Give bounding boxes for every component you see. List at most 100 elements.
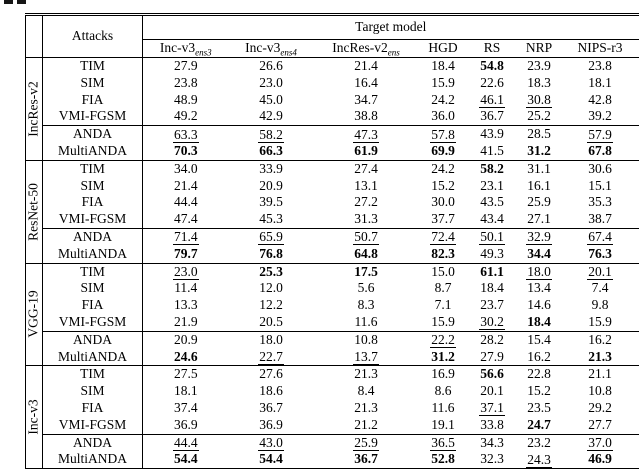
- result-cell: 12.2: [229, 297, 314, 314]
- result-value: 28.2: [480, 331, 504, 347]
- result-value: 24.7: [527, 416, 551, 432]
- result-cell: 21.4: [314, 58, 419, 75]
- table-row: SIM 11.4 12.0 5.6 8.7 18.4 13.4 7.4: [26, 280, 639, 298]
- result-value: 47.3: [353, 126, 379, 143]
- column-subscript: ens4: [280, 47, 297, 58]
- table-row: MultiANDA 24.6 22.7 13.7 31.2 27.9 16.2 21.3: [26, 348, 639, 367]
- result-cell: 22.8: [517, 366, 562, 383]
- result-cell: 22.6: [468, 75, 517, 92]
- result-cell: 24.7: [516, 416, 562, 435]
- result-value: 38.8: [354, 108, 378, 124]
- attack-name: FIA: [42, 399, 143, 417]
- result-cell: 21.2: [313, 416, 419, 435]
- result-cell: 25.9: [314, 434, 419, 451]
- result-value: 16.2: [588, 331, 612, 347]
- result-value: 44.4: [173, 194, 198, 210]
- result-cell: 37.4: [143, 400, 229, 417]
- result-cell: 37.1: [468, 400, 517, 417]
- result-cell: 24.2: [419, 92, 468, 109]
- result-value: 37.7: [431, 211, 455, 227]
- result-cell: 15.9: [418, 313, 468, 332]
- result-value: 69.9: [431, 142, 455, 158]
- result-value: 79.7: [173, 245, 198, 261]
- result-value: 49.3: [480, 245, 504, 261]
- result-cell: 54.4: [143, 451, 229, 469]
- result-value: 15.2: [527, 383, 551, 399]
- result-cell: 18.1: [562, 75, 639, 92]
- result-cell: 39.5: [229, 194, 314, 211]
- result-value: 28.5: [527, 126, 551, 142]
- result-cell: 34.3: [468, 434, 517, 451]
- result-cell: 30.6: [562, 160, 639, 177]
- table-row: ResNet-50 TIM 34.0 33.9 27.4 24.2 58.2 31.1 30.6: [25, 160, 639, 264]
- result-value: 43.0: [258, 434, 284, 451]
- result-value: 27.2: [354, 194, 378, 210]
- result-cell: 50.7: [314, 228, 419, 246]
- attack-name: SIM: [42, 177, 143, 195]
- result-value: 23.0: [172, 263, 199, 281]
- result-value: 21.3: [588, 348, 612, 364]
- result-cell: 21.4: [143, 178, 229, 195]
- attack-name: FIA: [42, 194, 143, 212]
- result-cell: 7.1: [419, 297, 468, 314]
- result-cell: 36.9: [142, 416, 229, 435]
- result-value: 32.3: [480, 451, 504, 467]
- attack-name: VMI-FGSM: [42, 416, 143, 435]
- result-cell: 9.8: [562, 297, 639, 314]
- result-cell: 63.3: [143, 126, 229, 143]
- result-value: 39.2: [588, 108, 612, 124]
- result-cell: 16.2: [562, 331, 639, 348]
- result-cell: 39.2: [561, 108, 639, 127]
- result-cell: 34.4: [516, 245, 562, 264]
- result-cell: 25.2: [516, 108, 562, 127]
- result-cell: 47.4: [142, 211, 229, 229]
- result-value: 45.0: [259, 91, 283, 107]
- model-group-cell: ResNet-50: [25, 160, 43, 264]
- result-value: 43.5: [480, 194, 504, 210]
- table-row: MultiANDA 54.4 54.4 36.7 52.8 32.3 24.3 46.9: [26, 451, 639, 469]
- result-value: 42.9: [259, 108, 283, 124]
- result-value: 27.9: [173, 57, 198, 73]
- result-value: 47.4: [173, 211, 198, 227]
- result-cell: 11.6: [419, 400, 468, 417]
- result-value: 20.9: [259, 177, 283, 193]
- result-cell: 20.9: [229, 178, 314, 195]
- result-value: 45.3: [259, 211, 283, 227]
- result-cell: 11.4: [143, 280, 229, 297]
- column-subscript: ens3: [195, 47, 212, 58]
- result-value: 36.7: [259, 399, 283, 415]
- result-value: 76.8: [259, 245, 283, 261]
- result-cell: 15.4: [517, 331, 562, 348]
- result-cell: 18.6: [229, 383, 314, 400]
- result-value: 11.6: [431, 399, 455, 415]
- result-cell: 14.6: [517, 297, 562, 314]
- result-value: 27.9: [480, 348, 504, 364]
- result-cell: 24.2: [419, 160, 468, 177]
- result-cell: 57.8: [419, 126, 468, 143]
- attack-name: MultiANDA: [42, 348, 143, 367]
- table-row: FIA 13.3 12.2 8.3 7.1 23.7 14.6 9.8: [26, 297, 639, 314]
- result-value: 36.7: [480, 108, 504, 124]
- result-cell: 67.4: [562, 228, 639, 246]
- result-value: 37.4: [173, 399, 198, 415]
- target-model-header: Target model: [142, 14, 639, 40]
- result-value: 23.9: [527, 57, 551, 73]
- result-value: 31.2: [527, 142, 551, 158]
- result-cell: 11.6: [313, 313, 419, 332]
- result-cell: 34.7: [314, 92, 419, 109]
- result-cell: 31.3: [313, 211, 419, 229]
- result-cell: 27.2: [314, 194, 419, 211]
- result-value: 76.3: [588, 245, 612, 261]
- result-cell: 49.2: [142, 108, 229, 127]
- result-value: 25.2: [527, 108, 551, 124]
- result-cell: 8.4: [314, 383, 419, 400]
- result-cell: 18.0: [517, 263, 562, 281]
- result-cell: 23.1: [468, 178, 517, 195]
- result-value: 31.3: [354, 211, 378, 227]
- table-row: SIM 23.8 23.0 16.4 15.9 22.6 18.3 18.1: [26, 74, 639, 92]
- attack-name: TIM: [42, 263, 143, 281]
- result-cell: 38.8: [313, 108, 419, 127]
- result-cell: 72.4: [419, 228, 468, 246]
- result-cell: 44.4: [143, 434, 229, 451]
- result-cell: 27.5: [143, 366, 229, 383]
